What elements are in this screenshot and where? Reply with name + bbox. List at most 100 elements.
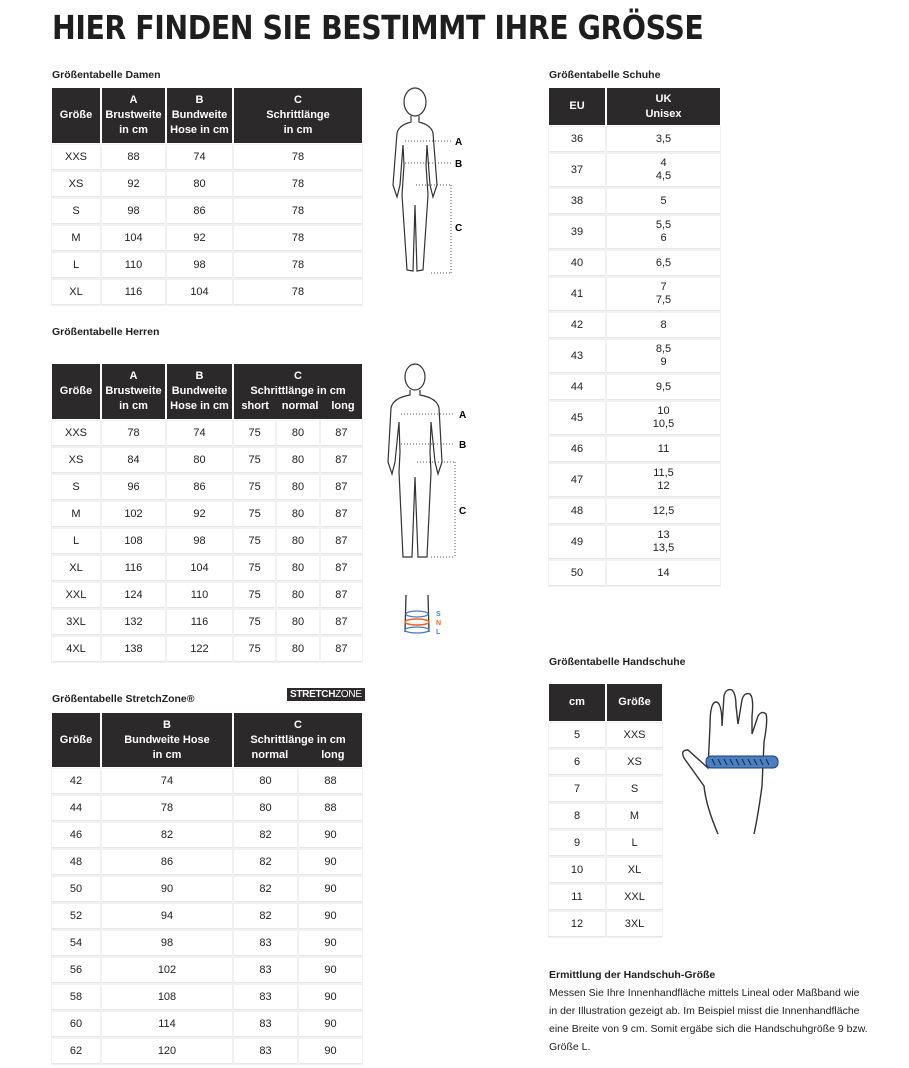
- header-3: C Schrittlänge in cm short normal long: [234, 364, 362, 419]
- table-cell: 50: [549, 561, 605, 586]
- table-cell: 75: [234, 502, 276, 527]
- glove-info-text: Messen Sie Ihre Innenhandfläche mittels …: [549, 987, 868, 1053]
- table-cell: 87: [320, 448, 362, 473]
- table-cell: XS: [607, 750, 662, 775]
- header-row: Größe B Bundweite Hose in cm C Schrittlänge i…: [52, 713, 362, 767]
- header-line: Bundweite Hose: [124, 733, 210, 746]
- header-line: Brustweite: [105, 109, 162, 121]
- table-row: XS 92 80 78: [52, 172, 362, 197]
- table-cell: 102: [102, 502, 165, 527]
- label-c: C: [455, 223, 462, 234]
- table-cell: 56: [52, 958, 100, 983]
- table-row: 5 XXS: [549, 723, 662, 748]
- table-cell: 98: [102, 199, 165, 224]
- cell-line: 4: [660, 157, 667, 169]
- table-row: 42 74 80 88: [52, 769, 362, 794]
- table-cell: 37: [549, 154, 605, 187]
- table-row: S 96 86 75 80 87: [52, 475, 362, 500]
- subheader-short: short: [241, 400, 269, 412]
- table-row: XXS 78 74 75 80 87: [52, 421, 362, 446]
- table-cell: 74: [167, 421, 232, 446]
- table-cell: 90: [102, 877, 232, 902]
- header-line: Schrittlänge: [266, 109, 330, 121]
- table-cell: 46: [52, 823, 100, 848]
- table-cell: 60: [52, 1012, 100, 1037]
- table-cell: 90: [299, 985, 362, 1010]
- table-cell: 124: [102, 583, 165, 608]
- header-line: B: [195, 94, 204, 106]
- stretch-size-table: Größe B Bundweite Hose in cm C Schrittlänge i…: [50, 711, 364, 1066]
- header-line: Hose in cm: [170, 124, 229, 136]
- cell-line: 10: [657, 405, 670, 417]
- damen-title: Größentabelle Damen: [52, 69, 161, 81]
- table-cell: 116: [102, 280, 165, 305]
- table-cell: 75: [234, 448, 276, 473]
- table-row: L 108 98 75 80 87: [52, 529, 362, 554]
- table-row: 41 7 7,5: [549, 278, 720, 311]
- table-cell: 87: [320, 556, 362, 581]
- header-line: in cm: [119, 400, 148, 412]
- herren-size-table: Größe A Brustweite in cm B Bundweite Hose in c…: [50, 362, 364, 664]
- header-0: Größe: [52, 713, 100, 767]
- table-cell: 80: [277, 610, 319, 635]
- table-cell: 104: [102, 226, 165, 251]
- header-line: Unisex: [645, 107, 682, 120]
- subheader-long: long: [321, 748, 345, 761]
- subheader-row: short normal long: [235, 399, 361, 414]
- table-cell: 86: [167, 199, 232, 224]
- table-cell: 83: [234, 958, 297, 983]
- table-cell: 92: [167, 502, 232, 527]
- table-row: 40 6,5: [549, 251, 720, 276]
- cell-line: 10,5: [652, 418, 675, 430]
- header-row: cm Größe: [549, 684, 662, 721]
- table-cell: 132: [102, 610, 165, 635]
- table-cell: 88: [299, 769, 362, 794]
- table-row: M 104 92 78: [52, 226, 362, 251]
- table-cell: 82: [234, 823, 297, 848]
- table-cell: 6,5: [607, 251, 720, 276]
- subheader-long: long: [331, 400, 355, 412]
- table-row: 52 94 82 90: [52, 904, 362, 929]
- table-row: 6 XS: [549, 750, 662, 775]
- table-cell: 62: [52, 1039, 100, 1064]
- table-cell: 8,5 9: [607, 340, 720, 373]
- header-line: Schrittlänge in cm: [250, 385, 346, 397]
- header-line: A: [129, 370, 138, 382]
- table-cell: 110: [102, 253, 165, 278]
- table-cell: 92: [167, 226, 232, 251]
- label-a: A: [459, 410, 466, 421]
- table-cell: 80: [277, 448, 319, 473]
- table-cell: 39: [549, 216, 605, 249]
- subheader-row: normal long: [235, 748, 361, 763]
- table-cell: 5: [549, 723, 605, 748]
- table-cell: 90: [299, 1039, 362, 1064]
- table-cell: 108: [102, 529, 165, 554]
- header-line: Größe: [59, 109, 93, 121]
- table-row: 47 11,5 12: [549, 464, 720, 497]
- cell-line: 7,5: [655, 294, 672, 306]
- table-cell: 78: [234, 199, 362, 224]
- table-cell: XXS: [52, 145, 100, 170]
- header-line: in cm: [152, 748, 182, 761]
- stretch-title: Größentabelle StretchZone®: [52, 693, 195, 705]
- header-line: C: [294, 94, 302, 106]
- table-cell: 86: [167, 475, 232, 500]
- table-row: 44 9,5: [549, 375, 720, 400]
- table-cell: 52: [52, 904, 100, 929]
- header-row: Größe A Brustweite in cm B Bundweite Hose in c…: [52, 88, 362, 143]
- table-row: 43 8,5 9: [549, 340, 720, 373]
- cell-line: 6: [660, 232, 667, 244]
- damen-size-table: Größe A Brustweite in cm B Bundweite Hose in c…: [50, 86, 364, 307]
- table-row: 48 12,5: [549, 499, 720, 524]
- table-row: 58 108 83 90: [52, 985, 362, 1010]
- table-cell: 11: [607, 437, 720, 462]
- table-cell: 75: [234, 556, 276, 581]
- logo-light: ZONE: [335, 689, 362, 700]
- table-cell: 7: [549, 777, 605, 802]
- table-row: 39 5,5 6: [549, 216, 720, 249]
- table-cell: 80: [277, 475, 319, 500]
- label-b: B: [459, 440, 466, 451]
- table-cell: 87: [320, 610, 362, 635]
- table-cell: 87: [320, 475, 362, 500]
- table-cell: 11: [549, 885, 605, 910]
